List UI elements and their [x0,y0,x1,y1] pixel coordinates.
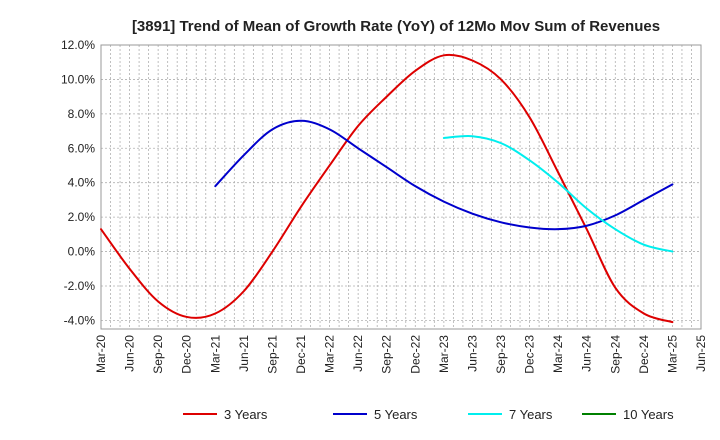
x-tick-label: Mar-20 [94,335,108,373]
grid [101,44,701,329]
y-tick-label: -2.0% [64,279,96,293]
y-tick-label: 4.0% [68,176,96,190]
x-tick-label: Jun-25 [694,335,708,372]
x-axis-ticks: Mar-20 Jun-20 Sep-20 Dec-20 Mar-21 Jun-21 Sep-… [94,335,708,374]
x-tick-label: Jun-24 [580,335,594,372]
x-tick-label: Mar-24 [551,335,565,373]
legend: 3 Years 5 Years 7 Years 10 Years [183,407,674,422]
legend-item-3-years: 3 Years [183,407,268,422]
series-line-3-years [100,53,674,324]
y-tick-label: 12.0% [61,38,95,52]
x-tick-label: Sep-21 [265,335,279,374]
x-tick-label: Sep-20 [151,335,165,374]
legend-item-10-years: 10 Years [582,407,674,422]
series-line-7-years [442,135,674,253]
y-tick-label: 2.0% [68,210,96,224]
x-tick-label: Mar-23 [437,335,451,373]
x-tick-label: Dec-23 [523,335,537,374]
y-axis-ticks: 12.0% 10.0% 8.0% 6.0% 4.0% 2.0% 0.0% -2.0% -4.0% [61,38,95,327]
x-tick-label: Mar-25 [665,335,679,373]
x-tick-label: Sep-22 [380,335,394,374]
x-tick-label: Dec-21 [294,335,308,374]
legend-label: 7 Years [509,407,553,422]
y-tick-label: 0.0% [68,245,96,259]
legend-label: 10 Years [623,407,674,422]
x-tick-label: Mar-21 [208,335,222,373]
x-tick-label: Jun-23 [465,335,479,372]
x-tick-label: Mar-22 [323,335,337,373]
y-tick-label: 6.0% [68,141,96,155]
x-tick-label: Jun-22 [351,335,365,372]
x-tick-label: Jun-21 [237,335,251,372]
x-tick-label: Jun-20 [123,335,137,372]
y-tick-label: 10.0% [61,72,95,86]
x-tick-label: Dec-24 [637,335,651,374]
plot-frame [100,44,702,330]
y-tick-label: 8.0% [68,107,96,121]
legend-item-5-years: 5 Years [333,407,418,422]
series-line-5-years [214,119,674,231]
y-tick-label: -4.0% [64,313,96,327]
x-tick-label: Dec-20 [180,335,194,374]
legend-item-7-years: 7 Years [468,407,553,422]
series-lines [100,53,674,324]
x-tick-label: Dec-22 [408,335,422,374]
legend-label: 3 Years [224,407,268,422]
x-tick-label: Sep-23 [494,335,508,374]
chart-title: [3891] Trend of Mean of Growth Rate (YoY… [132,18,660,35]
x-tick-label: Sep-24 [608,335,622,374]
legend-label: 5 Years [374,407,418,422]
